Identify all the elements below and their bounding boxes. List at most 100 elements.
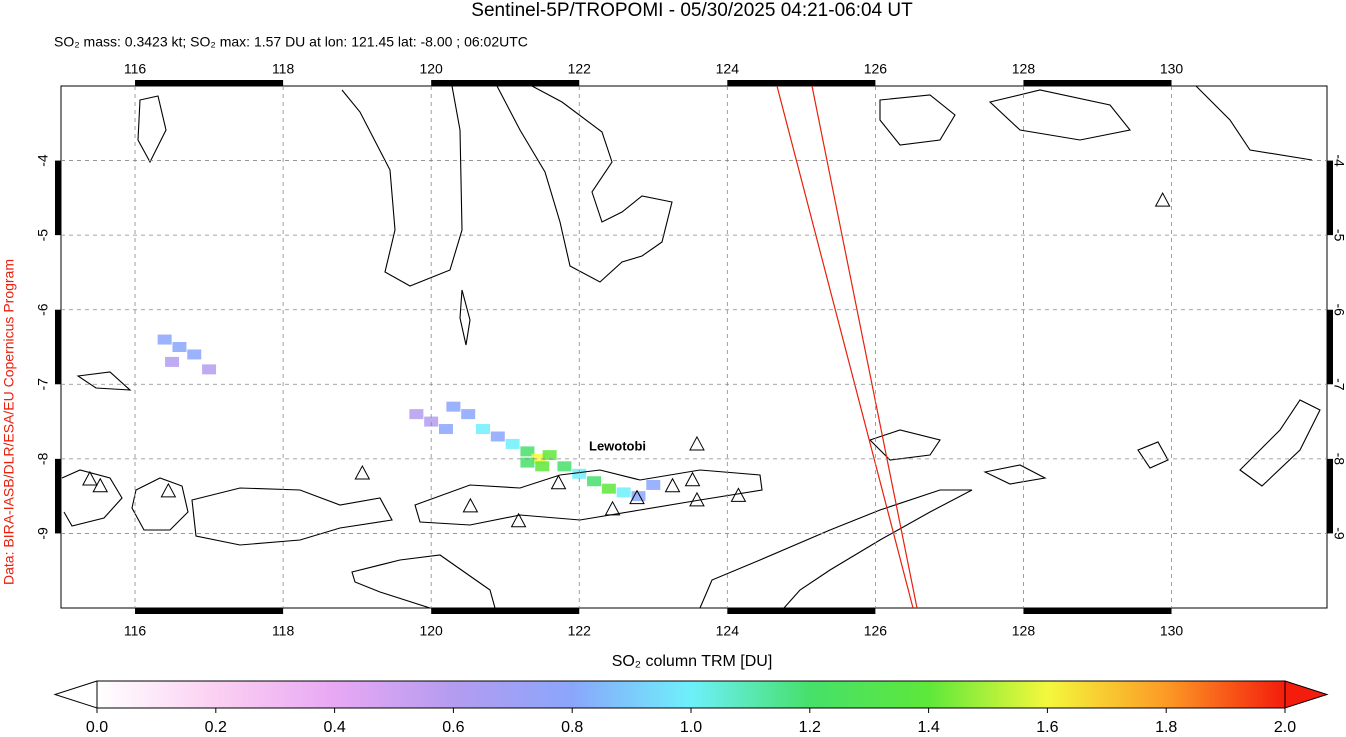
so2-cell xyxy=(646,479,661,490)
so2-cell xyxy=(557,461,572,472)
so2-cell xyxy=(187,349,202,360)
frame-bar xyxy=(727,80,876,86)
so2-cell xyxy=(157,334,172,345)
volcano xyxy=(684,471,701,487)
colorbar-tick-label: 1.2 xyxy=(799,719,821,736)
volcanoes xyxy=(82,192,1171,528)
so2-cell xyxy=(476,424,490,435)
orbit-edge xyxy=(811,86,918,608)
frame-bar xyxy=(431,608,580,614)
colorbar-tick-label: 2.0 xyxy=(1274,719,1296,736)
so2-cell xyxy=(202,364,217,375)
coastline xyxy=(414,469,763,526)
coastline xyxy=(1239,399,1321,487)
coastline xyxy=(879,94,956,146)
so2-cell xyxy=(520,457,535,468)
y-tick-label: -5 xyxy=(1331,229,1346,242)
so2-cell xyxy=(631,491,646,502)
y-tick-label: -4 xyxy=(1331,154,1346,167)
frame-bar xyxy=(1023,608,1172,614)
colorbar-tick-label: 1.0 xyxy=(680,719,702,736)
volcano xyxy=(462,497,479,513)
frame-bar xyxy=(1327,160,1333,236)
grid xyxy=(61,86,1327,608)
so2-cell xyxy=(461,409,476,420)
volcano xyxy=(550,474,567,490)
so2-cell xyxy=(409,409,424,420)
coastline xyxy=(699,489,973,608)
x-tick-label: 126 xyxy=(864,623,888,639)
so2-cell xyxy=(424,416,439,427)
so2-cell xyxy=(438,424,453,435)
volcano xyxy=(689,435,705,451)
x-tick-label: 118 xyxy=(272,61,295,77)
volcano xyxy=(510,512,527,528)
colorbar-tick-label: 1.6 xyxy=(1036,719,1058,736)
volcano xyxy=(664,477,681,493)
volcano xyxy=(629,489,645,505)
colorbar-arrow xyxy=(1284,680,1329,709)
frame-bar xyxy=(1327,458,1333,534)
volcano xyxy=(1154,192,1171,207)
coastline xyxy=(983,464,1047,485)
side-text: Data: BIRA-IASB/DLR/ESA/EU Copernicus Pr… xyxy=(1,259,17,585)
volcano xyxy=(160,482,177,498)
so2-cell xyxy=(172,342,187,352)
frame-bar xyxy=(135,608,284,614)
orbit-gap xyxy=(776,86,918,608)
so2-cell xyxy=(542,450,557,461)
volcano xyxy=(354,464,371,480)
title: Sentinel-5P/TROPOMI - 05/30/2025 04:21-0… xyxy=(471,0,913,21)
frame-ticks: 116 116 118 118 120 120 122 122 124 124 126 126 128 1… xyxy=(35,61,1346,639)
coastline xyxy=(496,86,673,283)
y-tick-label: -7 xyxy=(1331,378,1346,391)
so2-cell xyxy=(520,446,535,457)
coastline xyxy=(61,469,123,527)
frame-bar xyxy=(1023,80,1172,86)
x-tick-label: 130 xyxy=(1160,61,1184,77)
orbit-edge xyxy=(776,86,914,608)
subtitle: SO₂ mass: 0.3423 kt; SO₂ max: 1.57 DU at… xyxy=(54,34,528,50)
coastline xyxy=(131,477,189,531)
volcano xyxy=(82,470,98,486)
volcano xyxy=(604,500,621,516)
x-tick-label: 124 xyxy=(716,623,740,639)
coastline xyxy=(137,95,167,164)
frame-bar xyxy=(55,160,61,236)
x-tick-label: 130 xyxy=(1160,623,1184,639)
y-tick-label: -7 xyxy=(35,378,51,391)
frame-bar xyxy=(1327,309,1333,385)
so2-cell xyxy=(601,483,616,494)
x-tick-label: 120 xyxy=(419,623,443,639)
coastline xyxy=(191,487,393,546)
frame-bar xyxy=(431,80,580,86)
x-tick-label: 120 xyxy=(419,61,443,77)
colorbar-label: SO₂ column TRM [DU] xyxy=(612,653,773,670)
frame-bar xyxy=(727,608,876,614)
so2-cell xyxy=(165,356,180,367)
so2-cell xyxy=(490,431,505,442)
coastline xyxy=(76,371,132,391)
coastline xyxy=(988,89,1131,141)
coastline xyxy=(1195,86,1313,161)
volcano xyxy=(92,477,109,493)
colorbar-arrow xyxy=(53,680,98,709)
so2-cell xyxy=(535,461,550,472)
coastline xyxy=(1137,441,1169,469)
x-tick-label: 122 xyxy=(568,623,592,639)
x-tick-label: 126 xyxy=(864,61,888,77)
map-layer xyxy=(61,86,1327,608)
colorbar-bar xyxy=(96,680,1286,709)
so2-cell xyxy=(616,487,631,498)
colorbar-tick-label: 0.2 xyxy=(205,719,227,736)
frame-bar xyxy=(135,80,284,86)
y-tick-label: -9 xyxy=(35,527,51,540)
coastline xyxy=(341,86,463,287)
x-tick-label: 116 xyxy=(124,623,147,639)
y-tick-label: -8 xyxy=(1331,453,1346,466)
coastline xyxy=(351,554,496,608)
x-tick-label: 128 xyxy=(1012,623,1036,639)
frame-bar xyxy=(55,458,61,534)
volcano xyxy=(689,491,705,507)
x-tick-label: 124 xyxy=(716,61,740,77)
